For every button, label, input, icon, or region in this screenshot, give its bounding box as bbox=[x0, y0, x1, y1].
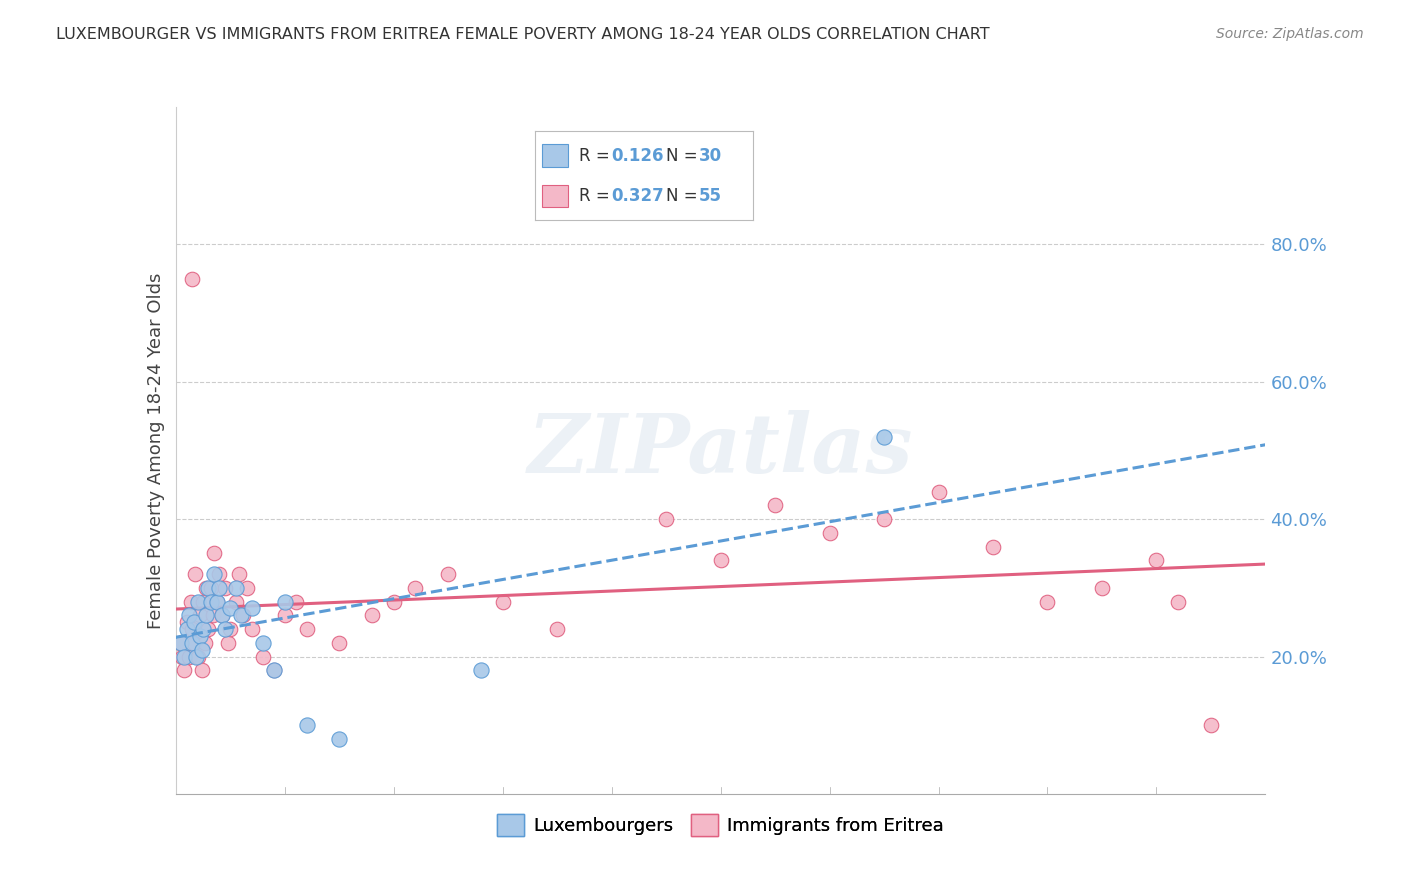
Point bbox=[208, 581, 231, 595]
Point bbox=[197, 581, 219, 595]
Point bbox=[235, 581, 257, 595]
Point bbox=[219, 601, 242, 615]
Text: ZIPatlas: ZIPatlas bbox=[527, 410, 914, 491]
Point bbox=[710, 553, 733, 567]
Point bbox=[1036, 594, 1059, 608]
Point bbox=[295, 718, 318, 732]
Point bbox=[1091, 581, 1114, 595]
Point bbox=[219, 622, 242, 636]
Point bbox=[274, 608, 297, 623]
Point bbox=[173, 663, 195, 677]
Point bbox=[211, 608, 233, 623]
Point bbox=[1167, 594, 1189, 608]
Point bbox=[470, 663, 492, 677]
Point bbox=[186, 649, 209, 664]
Point bbox=[405, 581, 427, 595]
Point bbox=[263, 663, 285, 677]
Point bbox=[252, 636, 274, 650]
Point bbox=[191, 642, 214, 657]
Point bbox=[194, 636, 217, 650]
Point bbox=[655, 512, 678, 526]
Point bbox=[181, 622, 204, 636]
Text: LUXEMBOURGER VS IMMIGRANTS FROM ERITREA FEMALE POVERTY AMONG 18-24 YEAR OLDS COR: LUXEMBOURGER VS IMMIGRANTS FROM ERITREA … bbox=[56, 27, 990, 42]
Point bbox=[191, 594, 214, 608]
Point bbox=[928, 484, 950, 499]
Point bbox=[328, 731, 350, 746]
Point bbox=[176, 622, 198, 636]
Point bbox=[177, 608, 200, 623]
Point bbox=[188, 608, 211, 623]
Point bbox=[188, 629, 211, 643]
Point bbox=[981, 540, 1004, 554]
Point bbox=[197, 622, 219, 636]
Point bbox=[382, 594, 405, 608]
Point bbox=[228, 567, 250, 582]
Text: Source: ZipAtlas.com: Source: ZipAtlas.com bbox=[1216, 27, 1364, 41]
Point bbox=[184, 567, 207, 582]
Point bbox=[232, 608, 254, 623]
Point bbox=[205, 594, 228, 608]
Point bbox=[170, 636, 193, 650]
Point bbox=[295, 622, 318, 636]
Point bbox=[177, 649, 200, 664]
Point bbox=[200, 594, 222, 608]
Point bbox=[252, 649, 274, 664]
Point bbox=[284, 594, 307, 608]
Point bbox=[492, 594, 515, 608]
Point bbox=[328, 636, 350, 650]
Point bbox=[217, 636, 239, 650]
Point bbox=[172, 649, 194, 664]
Point bbox=[183, 636, 205, 650]
Point bbox=[186, 594, 209, 608]
Point bbox=[202, 567, 225, 582]
Point bbox=[186, 649, 208, 664]
Point bbox=[225, 594, 247, 608]
Point bbox=[201, 608, 224, 623]
Point bbox=[873, 512, 896, 526]
Point bbox=[231, 608, 253, 623]
Point bbox=[240, 622, 263, 636]
Point bbox=[818, 525, 841, 540]
Point bbox=[191, 663, 214, 677]
Point bbox=[263, 663, 285, 677]
Point bbox=[361, 608, 384, 623]
Point bbox=[180, 594, 202, 608]
Point bbox=[214, 581, 236, 595]
Point bbox=[176, 615, 198, 630]
Point bbox=[208, 567, 231, 582]
Point bbox=[202, 546, 225, 561]
Y-axis label: Female Poverty Among 18-24 Year Olds: Female Poverty Among 18-24 Year Olds bbox=[146, 272, 165, 629]
Point bbox=[205, 594, 228, 608]
Point bbox=[240, 601, 263, 615]
Point bbox=[1146, 553, 1168, 567]
Point bbox=[546, 622, 568, 636]
Point bbox=[225, 581, 247, 595]
Point bbox=[195, 608, 218, 623]
Point bbox=[181, 636, 204, 650]
Point bbox=[873, 430, 896, 444]
Point bbox=[437, 567, 460, 582]
Point bbox=[173, 649, 195, 664]
Point bbox=[183, 615, 205, 630]
Point bbox=[200, 581, 222, 595]
Point bbox=[195, 581, 218, 595]
Point bbox=[191, 622, 214, 636]
Point bbox=[181, 271, 204, 285]
Legend: Luxembourgers, Immigrants from Eritrea: Luxembourgers, Immigrants from Eritrea bbox=[489, 806, 952, 843]
Point bbox=[169, 636, 191, 650]
Point bbox=[1199, 718, 1222, 732]
Point bbox=[214, 622, 236, 636]
Point bbox=[274, 594, 297, 608]
Point bbox=[211, 608, 233, 623]
Point bbox=[763, 499, 786, 513]
